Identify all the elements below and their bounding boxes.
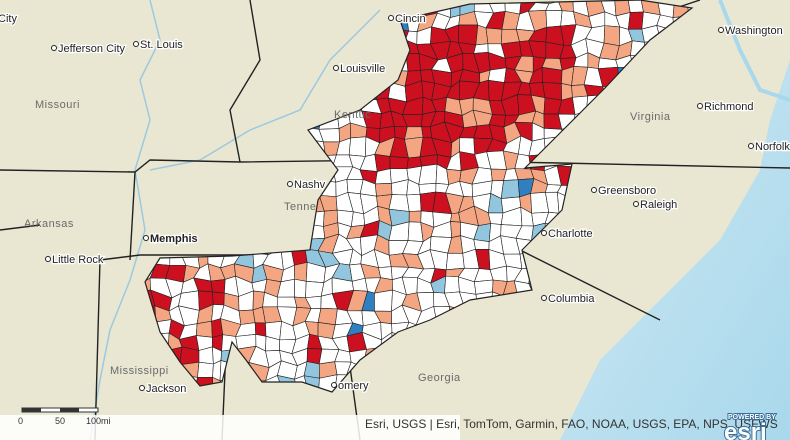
county [487, 212, 504, 225]
city-label: Nashv [294, 179, 326, 191]
city-dot [139, 385, 145, 391]
city-label: Louisville [340, 63, 385, 75]
state-label: Virginia [630, 111, 671, 123]
county [197, 361, 214, 378]
state-label: Arkansas [24, 218, 74, 230]
city-label: City [0, 13, 17, 25]
county [485, 27, 503, 45]
city-label: Washington [725, 25, 783, 37]
city-label: Raleigh [640, 199, 677, 211]
city-label: Cincin [395, 13, 426, 25]
county [179, 346, 200, 366]
scale-label: 0 [18, 416, 23, 426]
county [348, 136, 367, 157]
county [545, 9, 563, 28]
city-dot [633, 201, 639, 207]
city-dot [718, 27, 724, 33]
state-label: Kentuc [334, 109, 371, 121]
scale-label: 50 [55, 416, 65, 426]
county [294, 278, 307, 299]
county [444, 275, 460, 294]
county [418, 163, 438, 185]
state-label: Tenne [284, 201, 316, 213]
logo-word: esri [724, 419, 767, 440]
city-label: Greensboro [598, 185, 656, 197]
county [374, 183, 393, 197]
county [389, 156, 409, 170]
city-label: Charlotte [548, 228, 593, 240]
county [500, 41, 522, 59]
county [541, 66, 563, 84]
county [388, 194, 410, 212]
county [294, 261, 308, 282]
county [374, 289, 393, 312]
state-label: Georgia [418, 372, 461, 384]
county [603, 25, 620, 47]
city-dot [333, 65, 339, 71]
county [303, 361, 320, 379]
esri-logo: POWERED BY esri [723, 413, 777, 440]
state-label: Mississippi [110, 365, 169, 377]
city-dot [287, 181, 293, 187]
city-label: St. Louis [140, 39, 183, 51]
city-dot [133, 41, 139, 47]
county [406, 193, 422, 212]
ocean [560, 60, 790, 440]
city-dot [331, 382, 337, 388]
city-dot [697, 103, 703, 109]
county [487, 67, 507, 83]
county [195, 320, 213, 338]
county [212, 291, 225, 306]
city-dot [748, 143, 754, 149]
county [473, 43, 489, 54]
attribution: Esri, USGS | Esri, TomTom, Garmin, FAO, … [365, 417, 778, 431]
county [405, 53, 421, 72]
county [276, 296, 298, 308]
city-dot [591, 187, 597, 193]
attribution-bg [0, 415, 460, 440]
city-label: Norfolk [755, 141, 790, 153]
county [445, 252, 465, 271]
city-label: Memphis [150, 233, 198, 245]
city-label: Jefferson City [58, 43, 126, 55]
city-dot [541, 230, 547, 236]
scale-bar: 0 50 100mi [18, 407, 111, 426]
county [350, 211, 366, 228]
county [627, 11, 644, 30]
city-dot [388, 15, 394, 21]
county [317, 307, 338, 326]
county [210, 279, 226, 294]
logo-top: POWERED BY [728, 414, 776, 421]
county [450, 221, 461, 238]
city-label: omery [338, 380, 369, 392]
county [627, 0, 644, 13]
bay [718, 0, 790, 102]
city-label: Richmond [704, 101, 754, 113]
county [500, 179, 520, 199]
rivers [89, 0, 381, 440]
city-label: Columbia [548, 293, 595, 305]
city-label: Little Rock [52, 254, 104, 266]
county [238, 309, 256, 325]
scale-label: 100mi [86, 416, 111, 426]
city-dot [51, 45, 57, 51]
city-dot [143, 235, 149, 241]
county [408, 210, 422, 223]
city-label: Jackson [146, 383, 186, 395]
county [457, 24, 479, 46]
state-label: Missouri [35, 99, 80, 111]
city-dot [541, 295, 547, 301]
city-dot [45, 256, 51, 262]
